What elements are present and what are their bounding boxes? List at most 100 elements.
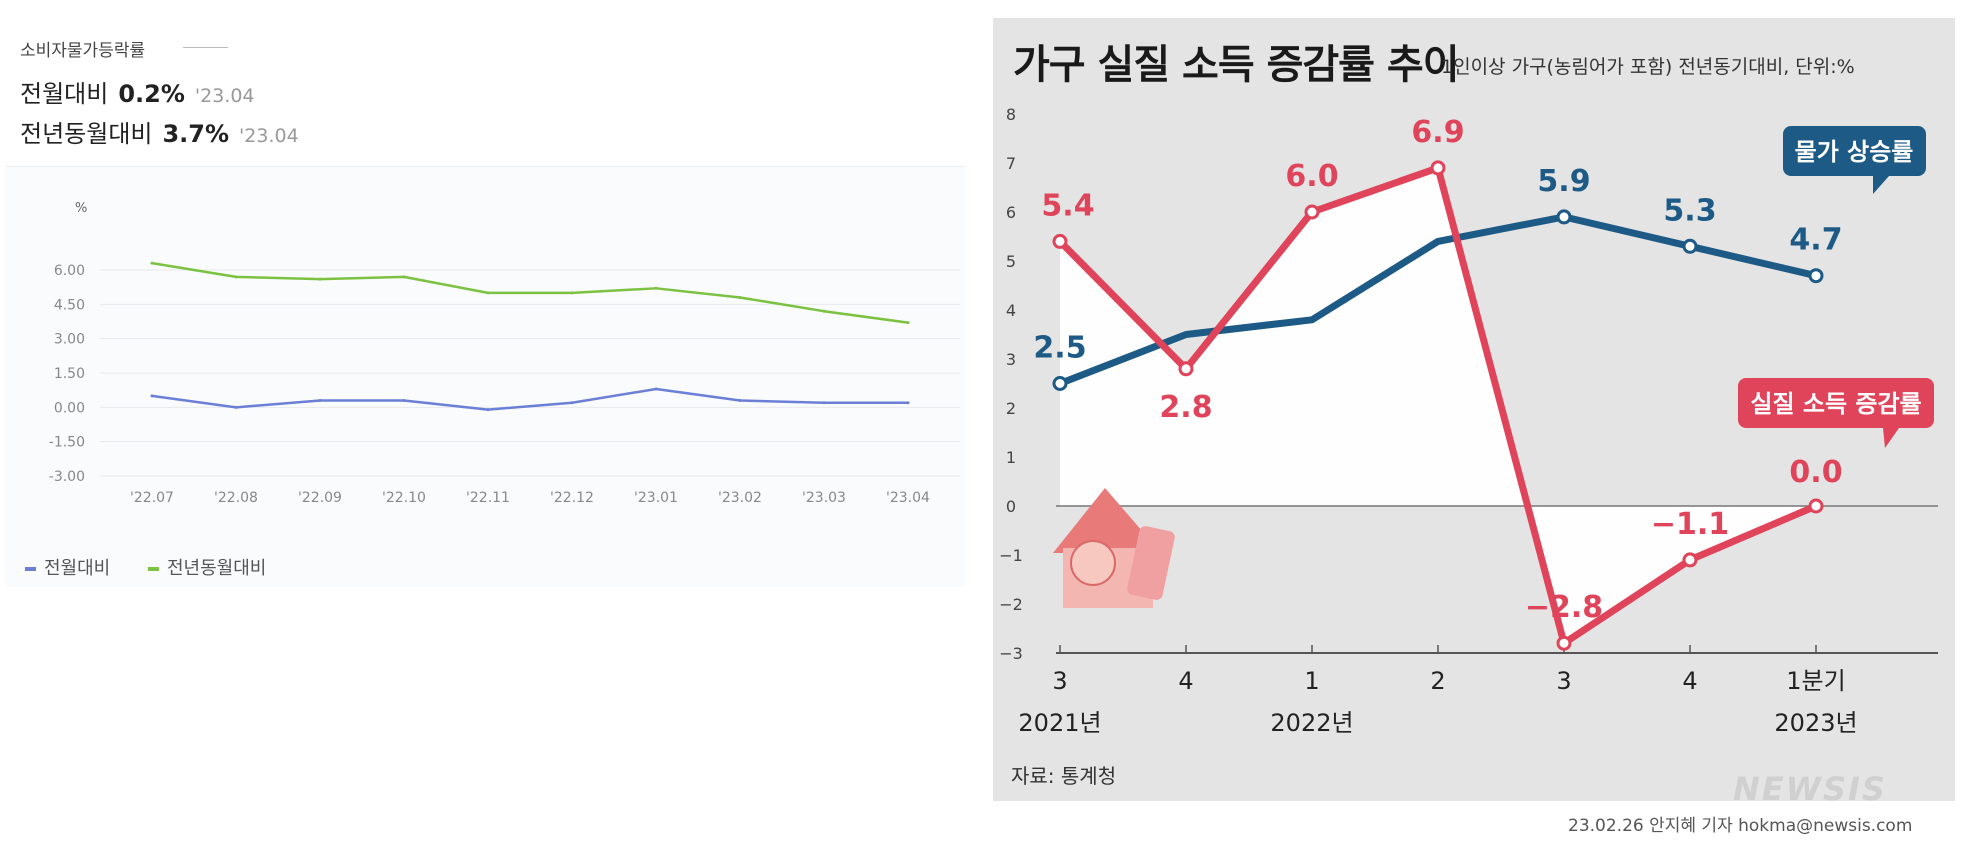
left-header-title: 소비자물가등락률 bbox=[20, 41, 146, 61]
infographic-subtitle: 1인이상 가구(농림어가 포함) 전년동기대비, 단위:% bbox=[1441, 56, 1855, 78]
data-point-real-income bbox=[1682, 552, 1698, 568]
year-label: 2022년 bbox=[1270, 709, 1353, 737]
y-tick-label: -1.50 bbox=[49, 435, 85, 451]
data-point-mom bbox=[234, 405, 238, 409]
cpi-line-chart: % 6.00 4.50 3.00 1.50 0.00 -1.50 -3.00 '22.07 '22… bbox=[49, 201, 960, 506]
data-point-real-income bbox=[1178, 361, 1194, 377]
legend-swatch-mom bbox=[25, 567, 36, 571]
right-panel: 가구 실질 소득 증감률 추이 1인이상 가구(농림어가 포함) 전년동기대비,… bbox=[993, 18, 1955, 838]
infographic-title: 가구 실질 소득 증감률 추이 bbox=[1013, 42, 1460, 88]
data-point-mom bbox=[906, 401, 910, 405]
legend-label-price: 물가 상승률 bbox=[1795, 138, 1914, 166]
data-point-real-income bbox=[1430, 160, 1446, 176]
data-point-yoy bbox=[654, 286, 658, 290]
stat-yoy: 전년동월대비 3.7% '23.04 bbox=[20, 114, 299, 149]
data-point-real-income bbox=[1304, 204, 1320, 220]
reporter-credit: 23.02.26 안지혜 기자 hokma@newsis.com bbox=[1568, 816, 1913, 836]
y-tick-label: −1 bbox=[999, 546, 1023, 565]
data-point-mom bbox=[486, 408, 490, 412]
data-label-real-income: 6.9 bbox=[1411, 115, 1464, 150]
data-label-real-income: 2.8 bbox=[1159, 390, 1212, 425]
cpi-chart-box bbox=[5, 166, 965, 587]
y-tick-label: 1.50 bbox=[54, 366, 85, 382]
data-label-real-income: −1.1 bbox=[1651, 507, 1729, 542]
y-tick-label: 0.00 bbox=[54, 400, 85, 416]
y-tick-label: 3 bbox=[1006, 350, 1016, 369]
data-label-real-income: 0.0 bbox=[1789, 455, 1842, 490]
data-point-yoy bbox=[906, 321, 910, 325]
data-point-yoy bbox=[402, 275, 406, 279]
data-point-yoy bbox=[822, 309, 826, 313]
legend-item-mom[interactable]: 전월대비 bbox=[25, 554, 110, 580]
data-point-mom bbox=[822, 401, 826, 405]
data-point-mom bbox=[318, 398, 322, 402]
stat-yoy-value: 3.7% bbox=[162, 120, 230, 148]
year-label: 2023년 bbox=[1774, 709, 1857, 737]
data-label-price-inflation: 2.5 bbox=[1033, 331, 1086, 366]
data-point-price-inflation bbox=[1052, 376, 1068, 391]
face-portrait bbox=[1070, 540, 1116, 586]
data-point-yoy bbox=[738, 295, 742, 299]
stat-mom-date: '23.04 bbox=[194, 85, 255, 107]
data-point-mom bbox=[402, 398, 406, 402]
y-tick-label: 2 bbox=[1006, 399, 1016, 418]
data-label-price-inflation: 4.7 bbox=[1789, 223, 1842, 258]
source-note: 자료: 통계청 bbox=[1011, 764, 1117, 788]
left-panel: 소비자물가등락률 전월대비 0.2% '23.04 전년동월대비 3.7% '23.04… bbox=[0, 0, 965, 600]
data-label-price-inflation: 5.9 bbox=[1537, 164, 1590, 199]
y-tick-label: 5 bbox=[1006, 252, 1016, 271]
data-label-real-income: 6.0 bbox=[1285, 159, 1338, 194]
y-tick-label: −3 bbox=[999, 644, 1023, 663]
income-area-fill bbox=[1060, 167, 1816, 644]
x-tick-label: 2 bbox=[1430, 667, 1445, 695]
newsis-logo: NEWSIS bbox=[1733, 770, 1887, 808]
y-tick-label: 6.00 bbox=[54, 263, 85, 279]
x-tick-label: 1 bbox=[1304, 667, 1319, 695]
legend-callout-income bbox=[1738, 378, 1934, 428]
x-tick-label: '23.01 bbox=[634, 490, 678, 506]
x-tick-label: '22.08 bbox=[214, 490, 258, 506]
y-tick-label: −2 bbox=[999, 595, 1023, 614]
data-label-real-income: −2.8 bbox=[1525, 590, 1603, 625]
data-label-real-income: 5.4 bbox=[1041, 188, 1094, 223]
legend-item-yoy[interactable]: 전년동월대비 bbox=[148, 554, 266, 580]
legend-callout-pointer bbox=[1873, 176, 1889, 194]
y-tick-label: 8 bbox=[1006, 105, 1016, 124]
stat-mom-label: 전월대비 bbox=[20, 80, 109, 108]
x-tick-label: '22.07 bbox=[130, 490, 174, 506]
legend-label-income: 실질 소득 증감률 bbox=[1750, 390, 1921, 418]
stat-yoy-label: 전년동월대비 bbox=[20, 120, 153, 148]
y-tick-label: 7 bbox=[1006, 154, 1016, 173]
x-tick-label: '22.09 bbox=[298, 490, 342, 506]
data-point-yoy bbox=[234, 275, 238, 279]
data-point-mom bbox=[654, 387, 658, 391]
data-point-mom bbox=[570, 401, 574, 405]
banknote bbox=[1127, 526, 1175, 600]
x-tick-label: 4 bbox=[1178, 667, 1193, 695]
legend-callout-pointer bbox=[1883, 428, 1899, 448]
x-tick-label: 1분기 bbox=[1786, 667, 1845, 695]
income-line-chart: 8 7 6 5 4 3 2 1 0 −1 −2 −3 3 4 1 2 3 4 1분기 2021년 2022년 2023년 2… bbox=[999, 105, 1938, 737]
data-label-price-inflation: 5.3 bbox=[1663, 193, 1716, 228]
data-point-price-inflation bbox=[1808, 268, 1824, 284]
data-point-yoy bbox=[150, 261, 154, 265]
house-illustration bbox=[1053, 488, 1175, 608]
stat-mom-value: 0.2% bbox=[118, 80, 185, 108]
data-point-mom bbox=[738, 398, 742, 402]
y-tick-label: -3.00 bbox=[49, 469, 85, 485]
x-tick-label: 3 bbox=[1052, 667, 1067, 695]
series-line-yoy bbox=[151, 261, 909, 324]
x-tick-label: '22.12 bbox=[550, 490, 594, 506]
year-label: 2021년 bbox=[1018, 709, 1101, 737]
stat-mom: 전월대비 0.2% '23.04 bbox=[20, 74, 255, 109]
legend-callout-price bbox=[1783, 126, 1926, 176]
legend-swatch-yoy bbox=[148, 567, 159, 571]
y-axis-unit-label: % bbox=[75, 201, 87, 216]
house-roof bbox=[1053, 488, 1161, 553]
series-line-mom bbox=[151, 387, 908, 411]
x-tick-label: '23.02 bbox=[718, 490, 762, 506]
data-point-real-income bbox=[1052, 233, 1068, 249]
data-point-yoy bbox=[486, 291, 490, 295]
x-tick-label: 4 bbox=[1682, 667, 1697, 695]
y-tick-label: 3.00 bbox=[54, 332, 85, 348]
